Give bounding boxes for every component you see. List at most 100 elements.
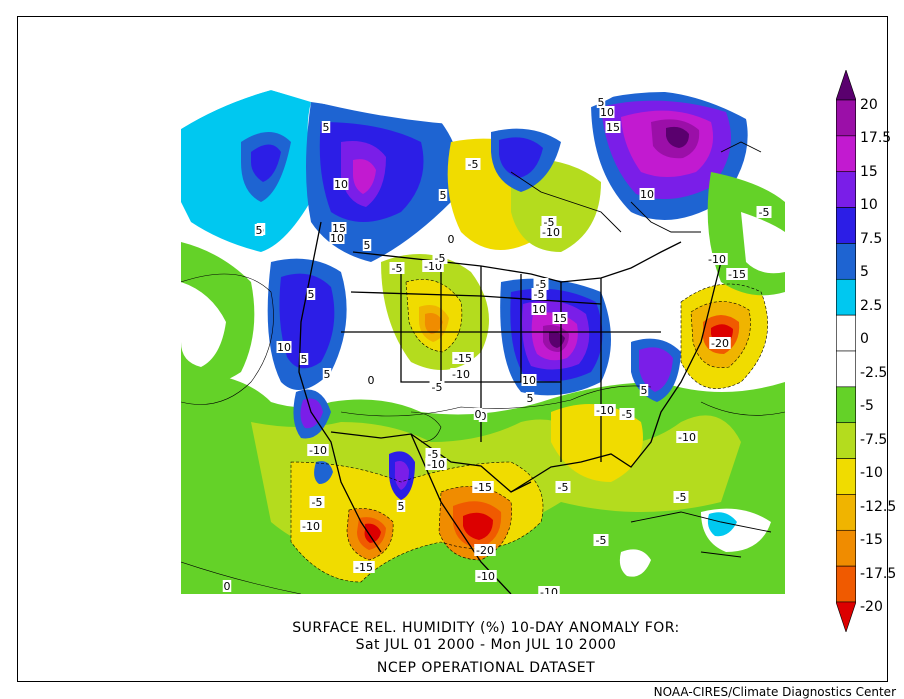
contour-label-bg (521, 374, 537, 386)
colorbar-swatch (836, 458, 856, 495)
contour-value-label: -5 (676, 491, 687, 504)
contour-value-label: 5 (308, 288, 315, 301)
contour-value-label: 5 (323, 121, 330, 134)
contour-value-label: -5 (536, 278, 547, 291)
contour-label-bg (639, 384, 649, 396)
contour-label-bg (307, 444, 329, 456)
contour-label-bg (276, 341, 292, 353)
contour-value-label: 15 (606, 121, 620, 134)
contour-value-label: -15 (454, 352, 472, 365)
contour-value-label: -5 (435, 252, 446, 265)
contour-label-bg (432, 252, 448, 264)
contour-value-label: 10 (330, 232, 344, 245)
contour-label-bg (321, 121, 331, 133)
colorbar-tick-label: 15 (860, 163, 878, 180)
contour-value-label: -5 (312, 496, 323, 509)
contour-value-label: -15 (728, 268, 746, 281)
contour-value-label: 10 (522, 374, 536, 387)
contour-label-bg (472, 481, 494, 493)
plot-frame (17, 16, 888, 682)
colorbar-tick-label: -17.5 (860, 565, 897, 582)
contour-value-label: -10 (540, 586, 558, 594)
contour-value-label: -15 (355, 561, 373, 574)
contour-value-label: 0 (448, 233, 455, 246)
contour-value-label: 5 (256, 224, 263, 237)
contour-value-label: -5 (544, 216, 555, 229)
contour-value-label: 0 (480, 410, 487, 423)
contour-label-bg (478, 410, 488, 422)
colorbar-tick-label: 20 (860, 97, 878, 113)
contour-value-label: -5 (432, 381, 443, 394)
contour-label-bg (389, 262, 405, 274)
contour-label-bg (331, 222, 347, 234)
map-title-line2: Sat JUL 01 2000 - Mon JUL 10 2000 (355, 637, 617, 653)
contour-value-label: -20 (476, 544, 494, 557)
contour-label-bg (300, 520, 322, 532)
colorbar-swatch (836, 386, 856, 424)
contour-value-label: -10 (708, 253, 726, 266)
contour-value-label: -10 (302, 520, 320, 533)
contour-value-label: 5 (398, 500, 405, 513)
contour-value-label: -10 (309, 444, 327, 457)
contour-labels: 5101510555-50-5-10-5-10-5-5-51510105-15-… (222, 96, 772, 594)
contour-label-bg (726, 268, 748, 280)
contour-value-label: 5 (527, 392, 534, 405)
contour-value-label: -5 (759, 206, 770, 219)
contour-label-bg (452, 352, 474, 364)
contour-label-bg (540, 226, 562, 238)
contour-label-bg (594, 404, 616, 416)
colorbar-tick-label: -20 (860, 599, 883, 615)
contour-value-label: 15 (553, 312, 567, 325)
colorbar-swatch (836, 207, 856, 244)
contour-label-bg (396, 500, 406, 512)
contour-label-bg (254, 224, 264, 236)
contour-label-bg (333, 178, 349, 190)
colorbar-swatch (836, 314, 856, 352)
contour-label-bg (306, 288, 316, 300)
contour-label-bg (706, 253, 728, 265)
colorbar-tick-label: -15 (860, 532, 883, 549)
contour-label-bg (299, 353, 309, 365)
contour-label-bg (222, 580, 232, 592)
contour-value-label: 5 (598, 96, 605, 109)
colorbar-swatch (836, 529, 856, 567)
contour-value-label: -5 (392, 262, 403, 275)
contour-label-bg (329, 232, 345, 244)
contour-label-bg (525, 392, 535, 404)
colorbar-tick-label: 7.5 (860, 230, 883, 247)
contour-label-bg (450, 368, 472, 380)
contour-label-bg (438, 189, 448, 201)
contour-label-bg (429, 381, 445, 393)
contour-label-bg (593, 534, 609, 546)
contour-label-bg (555, 481, 571, 493)
colorbar-swatch (836, 135, 856, 173)
colorbar-swatch (836, 70, 856, 101)
contour-value-label: 5 (324, 368, 331, 381)
contour-label-bg (353, 561, 375, 573)
colorbar-swatch (836, 243, 856, 280)
colorbar-swatch (836, 99, 856, 137)
contour-value-label: -5 (468, 158, 479, 171)
colorbar-tick-label: 5 (860, 264, 869, 281)
contour-label-bg (531, 303, 547, 315)
colorbar-tick-label: -5 (860, 398, 874, 415)
colorbar-swatch (836, 422, 856, 459)
contour-value-label: 5 (440, 189, 447, 202)
humidity-anomaly-map: 5101510555-50-5-10-5-10-5-5-51510105-15-… (181, 90, 785, 594)
credit-text: NOAA-CIRES/Climate Diagnostics Center (653, 685, 896, 699)
colorbar-swatch (836, 601, 856, 632)
contour-value-label: -5 (558, 481, 569, 494)
contour-label-bg (538, 586, 560, 594)
colorbar-swatch (836, 350, 856, 388)
contour-label-bg (474, 544, 496, 556)
contour-label-bg (322, 368, 332, 380)
colorbar-tick-label: -12.5 (860, 498, 897, 515)
colorbar-swatch (836, 494, 856, 531)
contour-value-label: -10 (596, 404, 614, 417)
contour-value-label: 10 (277, 341, 291, 354)
contour-value-label: -20 (711, 337, 729, 350)
contour-value-label: -10 (678, 431, 696, 444)
map-title-line1: SURFACE REL. HUMIDITY (%) 10-DAY ANOMALY… (292, 620, 680, 636)
contour-label-bg (465, 158, 481, 170)
contour-label-bg (533, 278, 549, 290)
